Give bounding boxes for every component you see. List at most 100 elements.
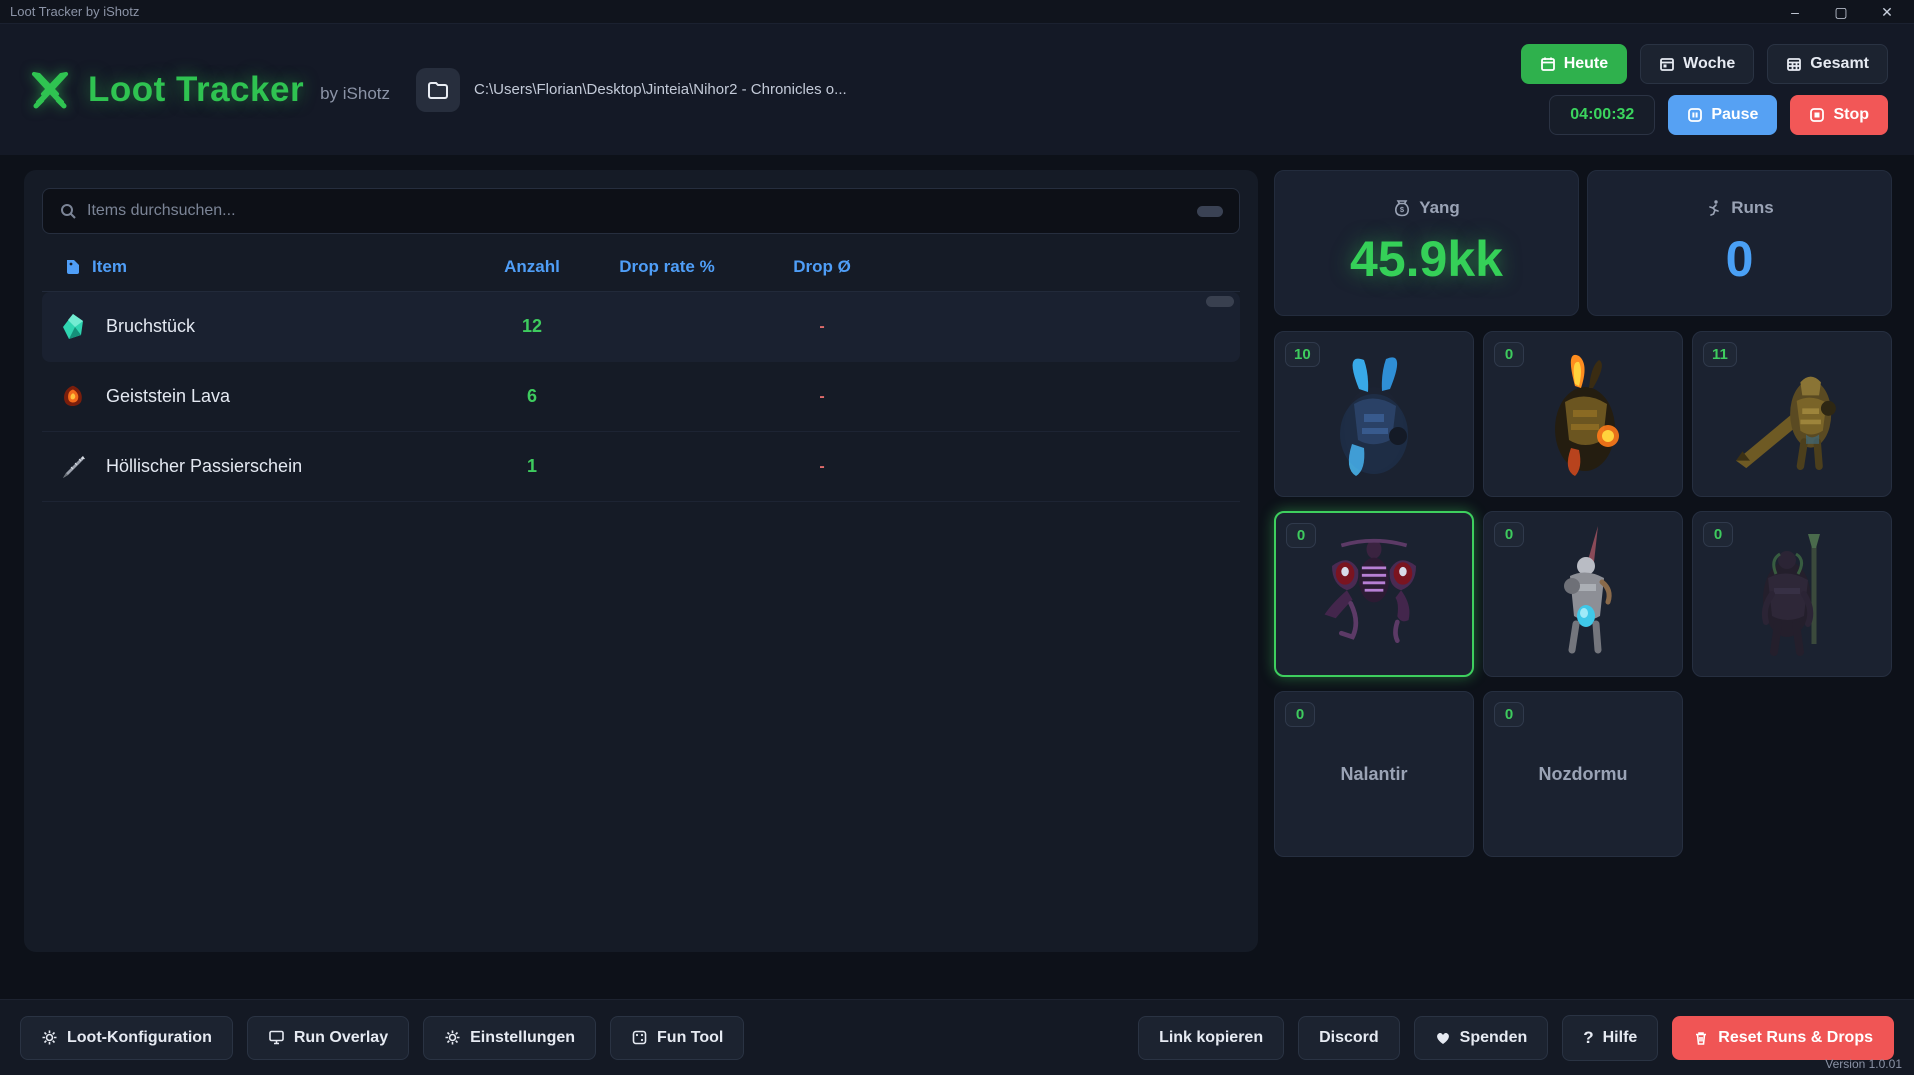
filter-woche-label: Woche — [1683, 55, 1736, 72]
filter-gesamt-button[interactable]: Gesamt — [1767, 44, 1888, 84]
purple-skeleton-image — [1304, 524, 1444, 664]
version-label: Version 1.0.01 — [1825, 1057, 1902, 1071]
item-name: Bruchstück — [106, 316, 196, 336]
gray-arrow-icon — [56, 450, 90, 484]
table-row[interactable]: Geiststein Lava 6 - — [42, 362, 1240, 432]
table-scrollbar-thumb[interactable] — [1206, 296, 1234, 307]
window-titlebar: Loot Tracker by iShotz – ▢ ✕ — [0, 0, 1914, 24]
spenden-label: Spenden — [1459, 1028, 1528, 1046]
boss-kill-count: 0 — [1703, 522, 1733, 547]
loot-file-path: C:\Users\Florian\Desktop\Jinteia\Nihor2 … — [474, 81, 847, 98]
item-drop-avg: - — [819, 387, 825, 405]
einstellungen-button[interactable]: Einstellungen — [423, 1015, 597, 1060]
boss-card-purple-skeleton[interactable]: 0 — [1274, 511, 1474, 677]
crossed-swords-logo-icon — [26, 66, 74, 114]
calendar-day-icon — [1540, 56, 1556, 72]
monitor-icon — [268, 1029, 285, 1046]
window-controls: – ▢ ✕ — [1786, 5, 1904, 19]
runs-card: Runs 0 — [1587, 170, 1892, 316]
open-folder-button[interactable] — [416, 67, 461, 112]
link-kopieren-button[interactable]: Link kopieren — [1138, 1015, 1285, 1060]
runs-label: Runs — [1731, 198, 1774, 217]
link-kopieren-label: Link kopieren — [1159, 1028, 1264, 1046]
folder-icon — [426, 78, 450, 102]
einstellungen-label: Einstellungen — [470, 1028, 576, 1046]
boss-card-pale-warrior[interactable]: 0 — [1483, 511, 1683, 677]
table-header: Item Anzahl Drop rate % Drop Ø — [42, 242, 1240, 292]
item-drop-avg: - — [819, 457, 825, 475]
reset-runs-drops-label: Reset Runs & Drops — [1718, 1028, 1873, 1046]
discord-label: Discord — [1319, 1028, 1379, 1046]
hilfe-button[interactable]: ? Hilfe — [1562, 1014, 1659, 1061]
app-header: Loot Tracker by iShotz C:\Users\Florian\… — [0, 24, 1914, 155]
pause-button[interactable]: Pause — [1668, 95, 1778, 135]
blue-demon-image — [1304, 344, 1444, 484]
trash-icon — [1693, 1030, 1709, 1046]
boss-grid: 10 0 — [1274, 331, 1892, 857]
discord-button[interactable]: Discord — [1298, 1015, 1400, 1060]
boss-card-nozdormu[interactable]: 0 Nozdormu — [1483, 691, 1683, 857]
col-drop-rate[interactable]: Drop rate % — [619, 256, 715, 276]
col-anzahl[interactable]: Anzahl — [504, 256, 560, 276]
pause-icon — [1687, 107, 1703, 123]
run-control-group: 04:00:32 Pause Stop — [1549, 95, 1888, 135]
table-row[interactable]: Höllischer Passierschein 1 - — [42, 432, 1240, 502]
boss-card-fire-demon[interactable]: 0 — [1483, 331, 1683, 497]
stop-label: Stop — [1833, 106, 1869, 123]
loot-panel: Item Anzahl Drop rate % Drop Ø Bruchstüc… — [24, 170, 1258, 952]
col-item[interactable]: Item — [92, 256, 127, 276]
boss-card-nalantir[interactable]: 0 Nalantir — [1274, 691, 1474, 857]
teal-crystal-icon — [56, 310, 90, 344]
boss-card-blue-demon[interactable]: 10 — [1274, 331, 1474, 497]
boss-kill-count: 0 — [1286, 523, 1316, 548]
fun-tool-label: Fun Tool — [657, 1028, 724, 1046]
search-scroll-pill — [1197, 205, 1223, 217]
stop-button[interactable]: Stop — [1790, 95, 1888, 135]
app-byline: by iShotz — [320, 83, 391, 103]
pale-warrior-image — [1513, 524, 1653, 664]
question-mark-icon: ? — [1583, 1027, 1594, 1047]
period-filter-group: Heute Woche Gesamt — [1520, 44, 1888, 84]
fun-tool-button[interactable]: Fun Tool — [610, 1015, 745, 1060]
header-controls: Heute Woche Gesamt 04:00:32 — [1520, 44, 1888, 135]
item-name: Geiststein Lava — [106, 386, 231, 406]
money-bag-icon: $ — [1393, 199, 1411, 217]
boss-kill-count: 0 — [1494, 342, 1524, 367]
fire-demon-image — [1513, 344, 1653, 484]
close-button[interactable]: ✕ — [1881, 3, 1893, 20]
filter-gesamt-label: Gesamt — [1810, 55, 1869, 72]
boss-card-shadow-figure[interactable]: 0 — [1692, 511, 1892, 677]
boss-kill-count: 0 — [1494, 702, 1524, 727]
table-row[interactable]: Bruchstück 12 - — [42, 292, 1240, 362]
item-count: 12 — [521, 316, 543, 336]
app-title: Loot Tracker — [88, 69, 305, 109]
item-name: Höllischer Passierschein — [106, 456, 303, 476]
runs-value: 0 — [1725, 231, 1754, 287]
gold-warrior-image — [1722, 344, 1862, 484]
boss-name: Nalantir — [1340, 763, 1408, 784]
shadow-figure-image — [1722, 524, 1862, 664]
filter-heute-button[interactable]: Heute — [1520, 44, 1628, 84]
window-title: Loot Tracker by iShotz — [10, 4, 140, 19]
loot-konfiguration-label: Loot-Konfiguration — [67, 1028, 212, 1046]
footer-bar: Loot-Konfiguration Run Overlay Einstellu… — [0, 999, 1914, 1075]
svg-text:$: $ — [1400, 205, 1405, 214]
filter-woche-button[interactable]: Woche — [1640, 44, 1755, 84]
maximize-button[interactable]: ▢ — [1834, 3, 1848, 20]
search-input[interactable] — [87, 202, 1187, 220]
boss-card-gold-warrior[interactable]: 11 — [1692, 331, 1892, 497]
yang-value: 45.9kk — [1350, 231, 1503, 287]
yang-label: Yang — [1419, 198, 1460, 217]
loot-konfiguration-button[interactable]: Loot-Konfiguration — [20, 1015, 233, 1060]
run-overlay-button[interactable]: Run Overlay — [246, 1015, 410, 1060]
heart-icon — [1435, 1030, 1451, 1046]
run-overlay-label: Run Overlay — [293, 1028, 389, 1046]
minimize-button[interactable]: – — [1791, 3, 1799, 20]
spenden-button[interactable]: Spenden — [1413, 1015, 1549, 1060]
reset-runs-drops-button[interactable]: Reset Runs & Drops — [1672, 1015, 1894, 1060]
filter-heute-label: Heute — [1563, 55, 1609, 72]
gear-icon — [41, 1029, 58, 1046]
col-drop-avg[interactable]: Drop Ø — [793, 256, 851, 276]
item-count: 6 — [526, 386, 537, 406]
item-tag-icon — [64, 258, 82, 276]
